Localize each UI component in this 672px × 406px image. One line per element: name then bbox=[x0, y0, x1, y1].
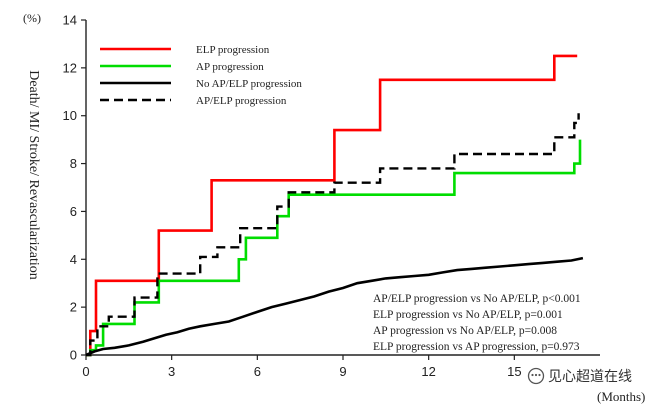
legend-label: AP progression bbox=[196, 61, 264, 73]
axes: 0 2 4 6 8 10 12 14 0 3 6 9 12 15 bbox=[63, 13, 600, 379]
x-unit-label: (Months) bbox=[597, 389, 645, 404]
stat-line: AP/ELP progression vs No AP/ELP, p<0.001 bbox=[373, 293, 581, 305]
series-layer bbox=[85, 54, 584, 357]
legend-label: AP/ELP progression bbox=[196, 95, 287, 107]
stat-line: AP progression vs No AP/ELP, p=0.008 bbox=[373, 325, 557, 337]
y-unit-label: (%) bbox=[23, 11, 41, 25]
y-tick-label: 8 bbox=[70, 156, 77, 171]
y-axis-label: Death/ MI/ Stroke/ Revascularization bbox=[26, 70, 41, 280]
y-tick-label: 4 bbox=[70, 252, 77, 267]
stat-line: ELP progression vs No AP/ELP, p=0.001 bbox=[373, 309, 563, 321]
x-tick-label: 0 bbox=[82, 364, 89, 379]
series-line-no-ap-elp-progression bbox=[85, 256, 584, 357]
y-tick-label: 10 bbox=[63, 108, 77, 123]
x-tick-label: 3 bbox=[168, 364, 175, 379]
x-tick-label: 6 bbox=[254, 364, 261, 379]
x-tick-label: 15 bbox=[507, 364, 521, 379]
stat-line: ELP progression vs AP progression, p=0.9… bbox=[373, 341, 580, 353]
y-tick-label: 2 bbox=[70, 300, 77, 315]
y-tick-label: 12 bbox=[63, 60, 77, 75]
series-line-ap-progression bbox=[86, 139, 582, 357]
y-tick-label: 14 bbox=[63, 13, 77, 28]
watermark: 见心超道在线 bbox=[527, 367, 632, 385]
series-line-ap-elp-progression bbox=[86, 113, 580, 357]
series-line-elp-progression bbox=[86, 54, 578, 357]
legend-label: No AP/ELP progression bbox=[196, 78, 302, 90]
x-tick-label: 9 bbox=[339, 364, 346, 379]
y-tick-label: 6 bbox=[70, 204, 77, 219]
wechat-bubble-icon bbox=[527, 367, 545, 385]
stats-annotations: AP/ELP progression vs No AP/ELP, p<0.001… bbox=[373, 293, 581, 353]
x-tick-label: 12 bbox=[421, 364, 435, 379]
watermark-text: 见心超道在线 bbox=[548, 369, 632, 385]
legend-label: ELP progression bbox=[196, 44, 270, 56]
legend: ELP progression AP progression No AP/ELP p… bbox=[100, 44, 302, 107]
y-tick-label: 0 bbox=[70, 348, 77, 363]
